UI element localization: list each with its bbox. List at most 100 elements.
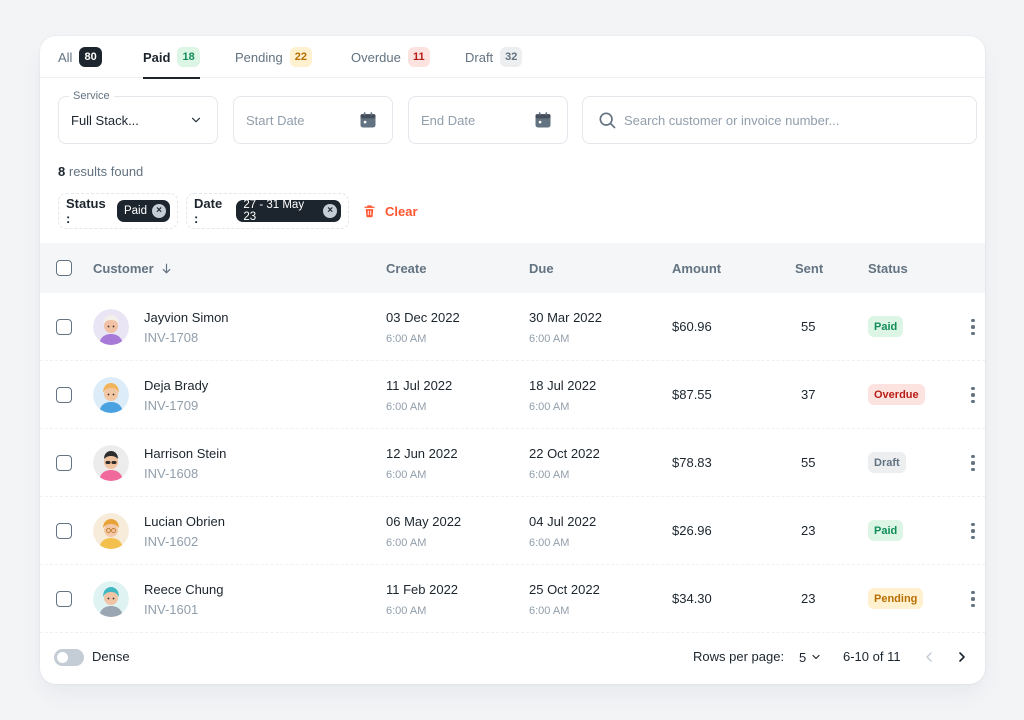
due-time: 6:00 AM	[529, 333, 570, 345]
tab-overdue[interactable]: Overdue 11	[351, 36, 430, 78]
tab-paid[interactable]: Paid 18	[143, 36, 200, 79]
more-vertical-icon[interactable]	[966, 453, 980, 473]
chevron-down-icon	[189, 113, 203, 127]
dense-toggle[interactable]	[54, 649, 84, 666]
rows-per-page-value: 5	[799, 649, 807, 665]
row-checkbox[interactable]	[56, 387, 72, 403]
column-header-status[interactable]: Status	[868, 243, 908, 293]
avatar	[93, 513, 129, 549]
create-time: 6:00 AM	[386, 605, 427, 617]
create-date: 03 Dec 2022	[386, 310, 460, 325]
status-badge: Paid	[868, 520, 904, 541]
chip-label: Paid	[123, 205, 147, 217]
tab-all[interactable]: All 80	[58, 36, 102, 78]
tab-count-badge: 32	[500, 47, 523, 67]
end-date-field[interactable]: End Date	[408, 96, 568, 144]
more-vertical-icon[interactable]	[966, 317, 980, 337]
close-icon[interactable]: ×	[152, 204, 166, 218]
status-filter-label: Status :	[66, 196, 106, 226]
invoice-number[interactable]: INV-1601	[144, 602, 199, 617]
more-vertical-icon[interactable]	[966, 385, 980, 405]
more-vertical-icon[interactable]	[966, 589, 980, 609]
tab-label: Draft	[465, 49, 494, 65]
chevron-right-icon[interactable]	[954, 648, 970, 666]
select-all-checkbox[interactable]	[56, 260, 72, 276]
amount: $60.96	[672, 319, 712, 334]
table-row[interactable]: Jayvion Simon INV-1708 03 Dec 2022 6:00 …	[40, 293, 985, 361]
invoice-number[interactable]: INV-1608	[144, 466, 199, 481]
table-row[interactable]: Lucian Obrien INV-1602 06 May 2022 6:00 …	[40, 497, 985, 565]
avatar	[93, 309, 129, 345]
invoice-number[interactable]: INV-1708	[144, 330, 199, 345]
sent-count: 23	[801, 591, 816, 606]
row-checkbox[interactable]	[56, 591, 72, 607]
close-icon[interactable]: ×	[323, 204, 337, 218]
sent-count: 37	[801, 387, 816, 402]
status-badge: Paid	[868, 316, 904, 337]
service-select[interactable]: Service Full Stack...	[58, 90, 218, 144]
invoice-list-card: All 80 Paid 18 Pending 22 Overdue 11 Dra…	[40, 36, 985, 684]
table-row[interactable]: Reece Chung INV-1601 11 Feb 2022 6:00 AM…	[40, 565, 985, 633]
column-header-due[interactable]: Due	[529, 243, 554, 293]
amount: $78.83	[672, 455, 712, 470]
customer-name: Jayvion Simon	[144, 310, 229, 325]
tab-draft[interactable]: Draft 32	[465, 36, 523, 78]
calendar-icon[interactable]	[358, 110, 378, 130]
due-time: 6:00 AM	[529, 537, 570, 549]
chip-label: 27 - 31 May 23	[243, 199, 305, 223]
rows-per-page-select[interactable]: 5	[799, 645, 822, 669]
create-time: 6:00 AM	[386, 333, 427, 345]
create-date: 12 Jun 2022	[386, 446, 458, 461]
column-header-customer[interactable]: Customer	[93, 243, 173, 293]
row-checkbox[interactable]	[56, 319, 72, 335]
end-date-placeholder: End Date	[421, 112, 476, 128]
create-time: 6:00 AM	[386, 537, 427, 549]
table-header: Customer Create Due Amount Sent Status	[40, 243, 985, 293]
start-date-placeholder: Start Date	[246, 112, 305, 128]
clear-filters-button[interactable]: Clear	[362, 200, 418, 222]
column-header-create[interactable]: Create	[386, 243, 426, 293]
trash-icon	[362, 203, 377, 219]
amount: $26.96	[672, 523, 712, 538]
date-filter-label: Date :	[194, 196, 223, 226]
search-input[interactable]: Search customer or invoice number...	[582, 96, 977, 144]
status-badge: Pending	[868, 588, 924, 609]
customer-name: Deja Brady	[144, 378, 209, 393]
column-label: Due	[529, 260, 554, 276]
date-filter-chip[interactable]: 27 - 31 May 23 ×	[236, 199, 341, 223]
column-label: Create	[386, 260, 427, 276]
table-row[interactable]: Deja Brady INV-1709 11 Jul 2022 6:00 AM …	[40, 361, 985, 429]
due-time: 6:00 AM	[529, 469, 570, 481]
column-header-amount[interactable]: Amount	[672, 243, 721, 293]
row-checkbox[interactable]	[56, 455, 72, 471]
due-date: 04 Jul 2022	[529, 514, 597, 529]
column-header-sent[interactable]: Sent	[795, 243, 823, 293]
status-tabs: All 80 Paid 18 Pending 22 Overdue 11 Dra…	[40, 36, 985, 79]
avatar	[93, 445, 129, 481]
tab-label: All	[58, 49, 73, 65]
invoice-number[interactable]: INV-1709	[144, 398, 199, 413]
row-checkbox[interactable]	[56, 523, 72, 539]
sent-count: 55	[801, 455, 816, 470]
status-badge: Overdue	[868, 384, 925, 405]
search-icon	[597, 110, 617, 130]
start-date-field[interactable]: Start Date	[233, 96, 393, 144]
customer-name: Reece Chung	[144, 582, 224, 597]
arrow-down-icon	[160, 262, 173, 275]
status-filter-chip[interactable]: Paid ×	[116, 200, 170, 222]
chevron-left-icon[interactable]	[921, 648, 937, 666]
table-footer: Dense Rows per page: 5 6-10 of 11	[40, 632, 985, 684]
tab-count-badge: 18	[177, 47, 200, 67]
due-date: 25 Oct 2022	[529, 582, 600, 597]
due-date: 22 Oct 2022	[529, 446, 600, 461]
column-label: Sent	[795, 260, 824, 276]
create-date: 11 Jul 2022	[386, 378, 453, 393]
create-time: 6:00 AM	[386, 401, 427, 413]
column-label: Amount	[672, 260, 722, 276]
tab-label: Paid	[143, 49, 171, 65]
invoice-number[interactable]: INV-1602	[144, 534, 199, 549]
more-vertical-icon[interactable]	[966, 521, 980, 541]
calendar-icon[interactable]	[533, 110, 553, 130]
tab-pending[interactable]: Pending 22	[235, 36, 312, 78]
table-row[interactable]: Harrison Stein INV-1608 12 Jun 2022 6:00…	[40, 429, 985, 497]
